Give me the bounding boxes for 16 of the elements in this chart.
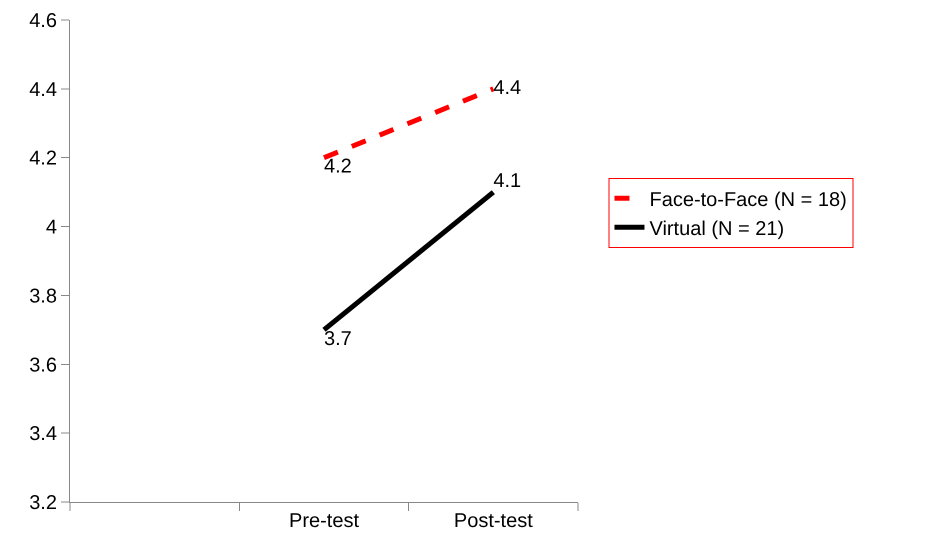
y-tick-label: 4.2 [29, 148, 57, 170]
data-label: 4.4 [493, 76, 522, 99]
x-tick-label: Post-test [454, 510, 534, 532]
data-label: 4.1 [493, 170, 522, 192]
y-tick-label: 3.8 [29, 285, 57, 308]
y-tick-label: 4.4 [29, 78, 57, 101]
y-tick-label: 3.6 [29, 354, 57, 376]
y-tick-label: 3.4 [29, 423, 57, 446]
x-tick-label: Pre-test [288, 510, 360, 532]
y-tick-label: 4 [46, 216, 57, 239]
legend-label: Face-to-Face (N = 18) [649, 189, 847, 212]
legend-label: Virtual (N = 21) [649, 218, 784, 240]
y-tick-label: 4.6 [29, 10, 57, 32]
data-label: 4.2 [324, 156, 352, 178]
data-label: 3.7 [324, 328, 352, 350]
y-tick-label: 3.2 [29, 492, 57, 514]
